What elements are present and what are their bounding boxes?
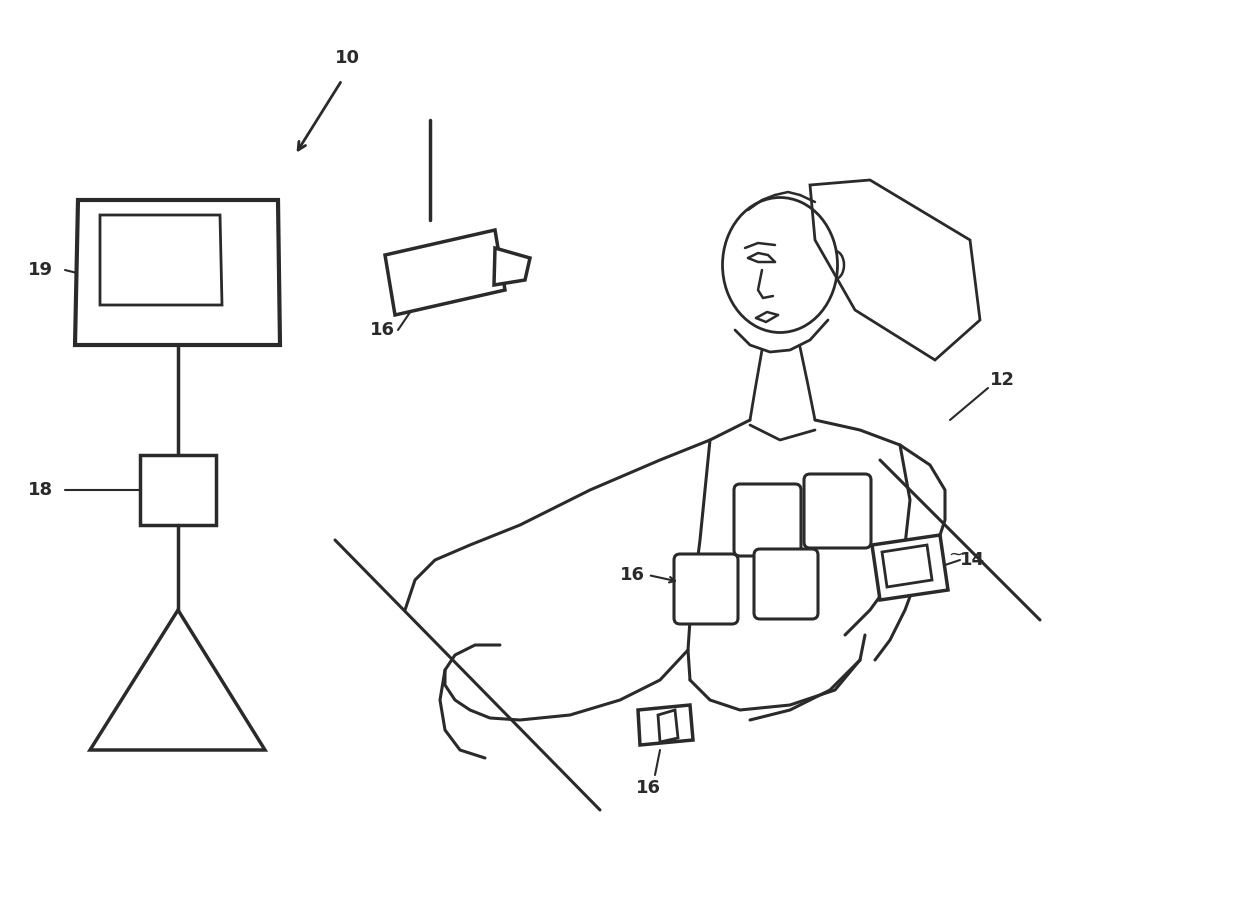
FancyBboxPatch shape — [675, 554, 738, 624]
Text: 14: 14 — [960, 551, 985, 569]
Text: 12: 12 — [990, 371, 1016, 389]
Text: 18: 18 — [29, 481, 53, 499]
FancyBboxPatch shape — [804, 474, 870, 548]
Polygon shape — [882, 545, 932, 587]
Polygon shape — [872, 535, 949, 600]
Text: 10: 10 — [335, 49, 360, 67]
Text: 16: 16 — [370, 321, 396, 339]
Text: 16: 16 — [635, 779, 661, 797]
Polygon shape — [74, 200, 280, 345]
FancyBboxPatch shape — [754, 549, 818, 619]
Polygon shape — [810, 180, 980, 360]
Polygon shape — [384, 230, 505, 315]
Polygon shape — [100, 215, 222, 305]
Bar — [140, 455, 216, 525]
Polygon shape — [494, 248, 529, 285]
Text: ~: ~ — [949, 546, 963, 564]
Polygon shape — [639, 705, 693, 745]
Text: 16: 16 — [620, 566, 645, 584]
Polygon shape — [658, 710, 678, 742]
Text: 19: 19 — [29, 261, 53, 279]
FancyBboxPatch shape — [734, 484, 801, 556]
Polygon shape — [91, 610, 265, 750]
